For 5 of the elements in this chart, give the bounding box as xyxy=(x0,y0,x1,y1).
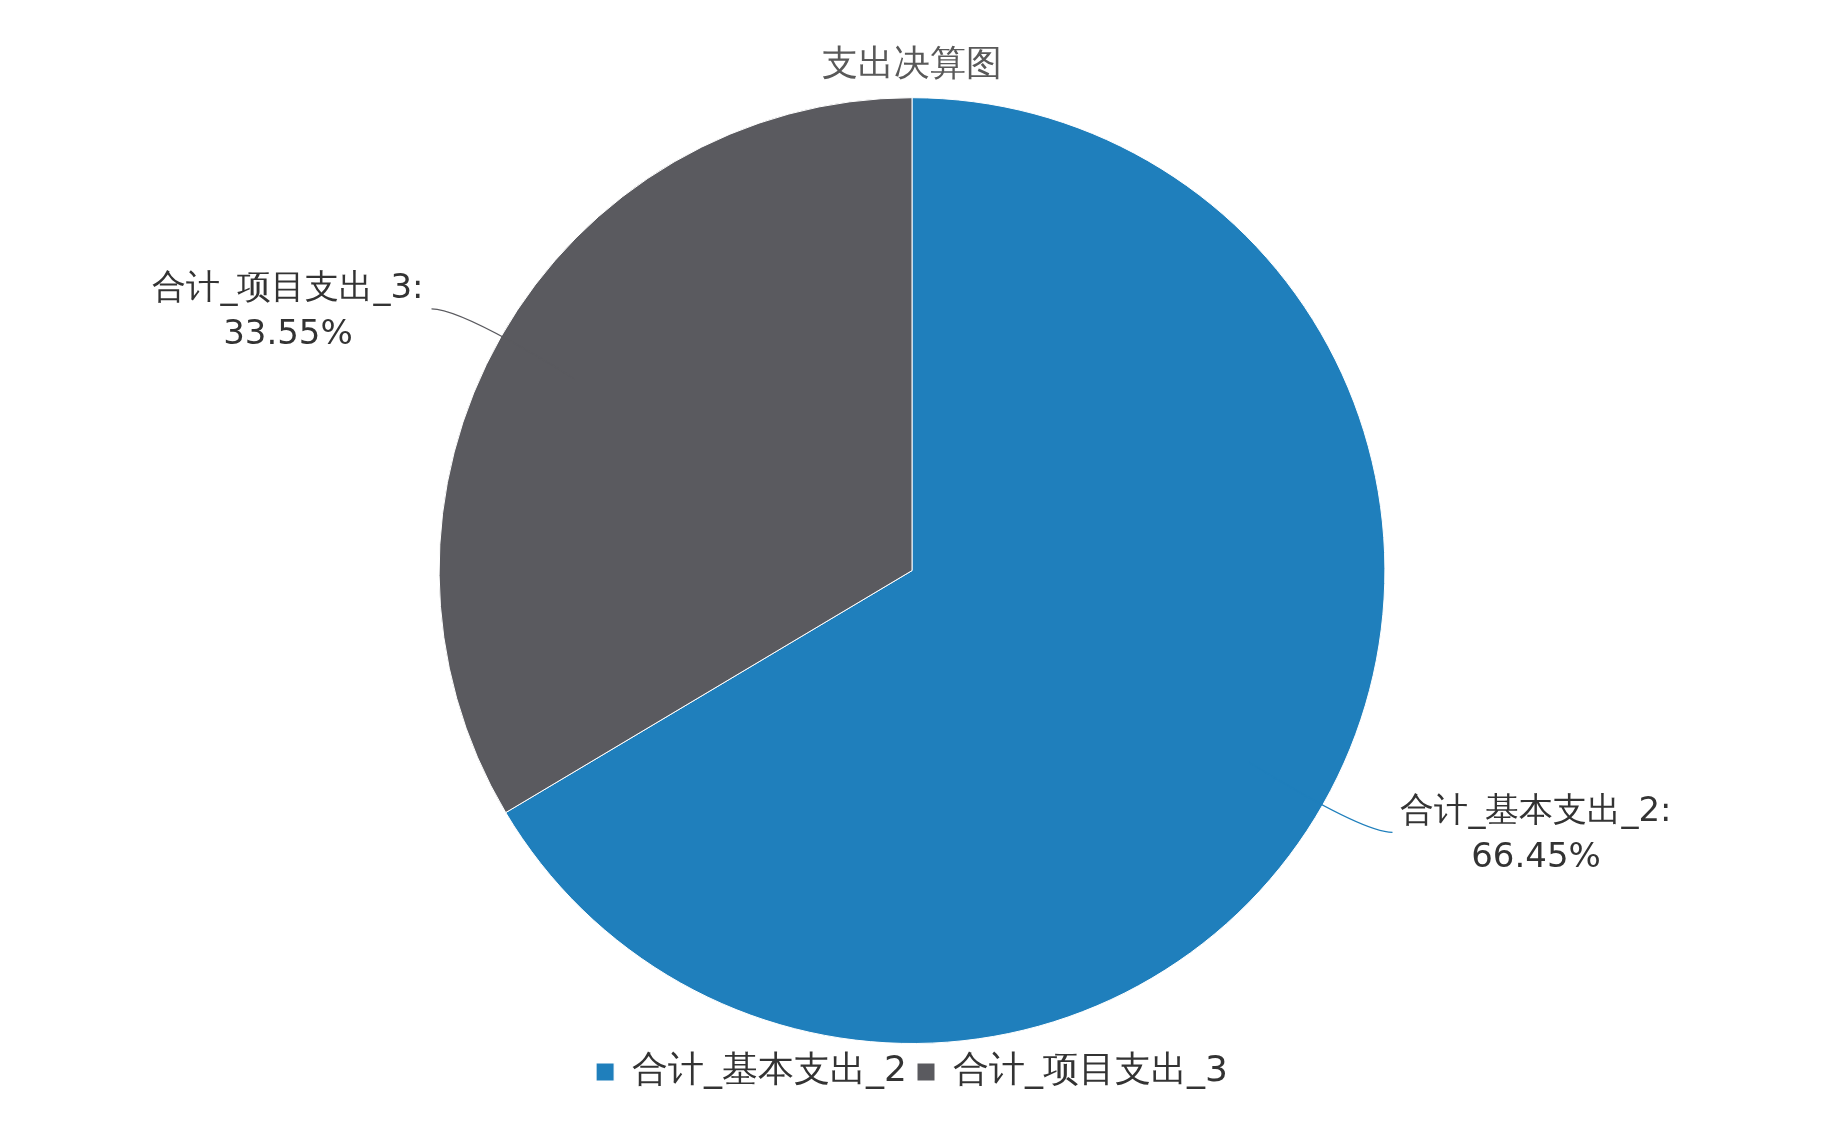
chart-title: 支出决算图 xyxy=(822,41,1002,83)
data-label: 合计_基本支出_2: 66.45% xyxy=(1400,789,1672,876)
legend-label: 合计_项目支出_3 xyxy=(953,1048,1228,1090)
data-label: 合计_项目支出_3: 33.55% xyxy=(152,265,424,352)
legend-label: 合计_基本支出_2 xyxy=(632,1048,907,1090)
